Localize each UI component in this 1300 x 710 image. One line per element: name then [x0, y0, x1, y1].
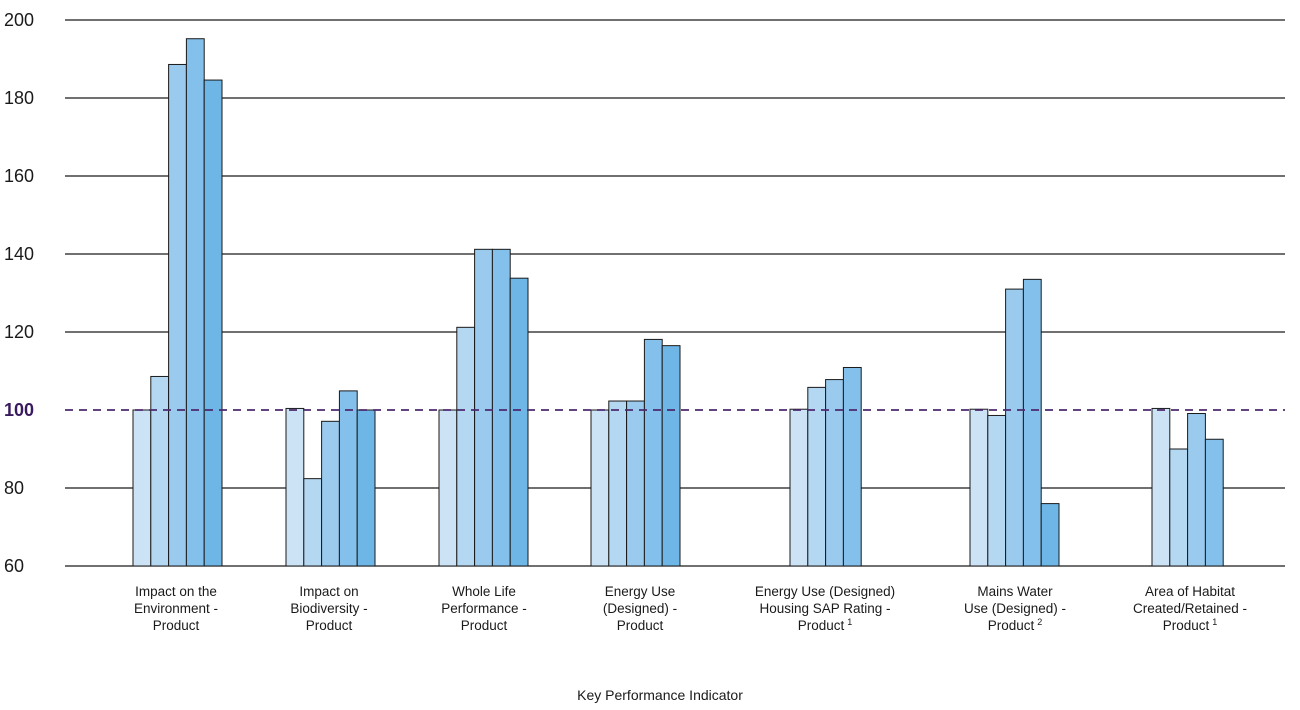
bar — [807, 386, 827, 567]
category-label: Impact on the Environment -Product — [134, 584, 218, 633]
bar — [969, 408, 989, 567]
bar — [608, 400, 628, 567]
bar — [285, 407, 305, 567]
y-tick-label: 160 — [4, 166, 34, 186]
bars — [132, 38, 1224, 567]
bar — [1204, 438, 1224, 567]
bar — [842, 366, 862, 567]
bar — [321, 420, 340, 567]
category-label: Energy Use (Designed) Housing SAP Rating … — [755, 584, 895, 633]
bar — [590, 409, 610, 567]
bar — [1187, 413, 1206, 567]
bar — [168, 63, 187, 567]
category-label: Whole Life Performance -Product — [441, 584, 527, 633]
bar — [789, 408, 809, 567]
bar — [491, 248, 511, 567]
category-label: Mains Water Use (Designed) -Product 2 — [964, 584, 1066, 633]
category-label: Energy Use (Designed) -Product — [603, 584, 677, 633]
bar — [456, 326, 476, 567]
bar — [825, 379, 844, 567]
x-axis-title: Key Performance Indicator — [577, 687, 743, 703]
bar — [150, 375, 170, 567]
bar — [474, 248, 493, 567]
bar — [1040, 503, 1060, 567]
bar — [987, 414, 1007, 567]
bar — [1151, 407, 1171, 567]
bar — [132, 409, 152, 567]
y-tick-labels: 60 80 100 120 140 160 180 200 — [4, 10, 34, 576]
y-tick-label: 140 — [4, 244, 34, 264]
bar — [661, 345, 681, 567]
y-tick-label: 120 — [4, 322, 34, 342]
bar — [626, 400, 645, 567]
category-labels: Impact on the Environment -Product Impact … — [134, 584, 1247, 633]
y-tick-label: 60 — [4, 556, 24, 576]
bar — [303, 478, 323, 567]
bar — [1022, 278, 1042, 567]
bar — [1169, 448, 1189, 567]
bar — [1005, 288, 1024, 567]
bar — [643, 338, 663, 567]
gridlines — [65, 19, 1285, 567]
category-label: Impact on Biodiversity -Product — [290, 584, 367, 633]
bar — [338, 390, 358, 567]
category-label: Area of Habitat Created/Retained -Product… — [1133, 584, 1247, 633]
bar — [356, 409, 376, 567]
bar — [185, 38, 205, 567]
y-tick-label: 100 — [4, 400, 34, 420]
y-tick-label: 180 — [4, 88, 34, 108]
bar — [438, 409, 458, 567]
bar — [509, 277, 529, 567]
y-tick-label: 200 — [4, 10, 34, 30]
y-tick-label: 80 — [4, 478, 24, 498]
bar — [203, 79, 223, 567]
